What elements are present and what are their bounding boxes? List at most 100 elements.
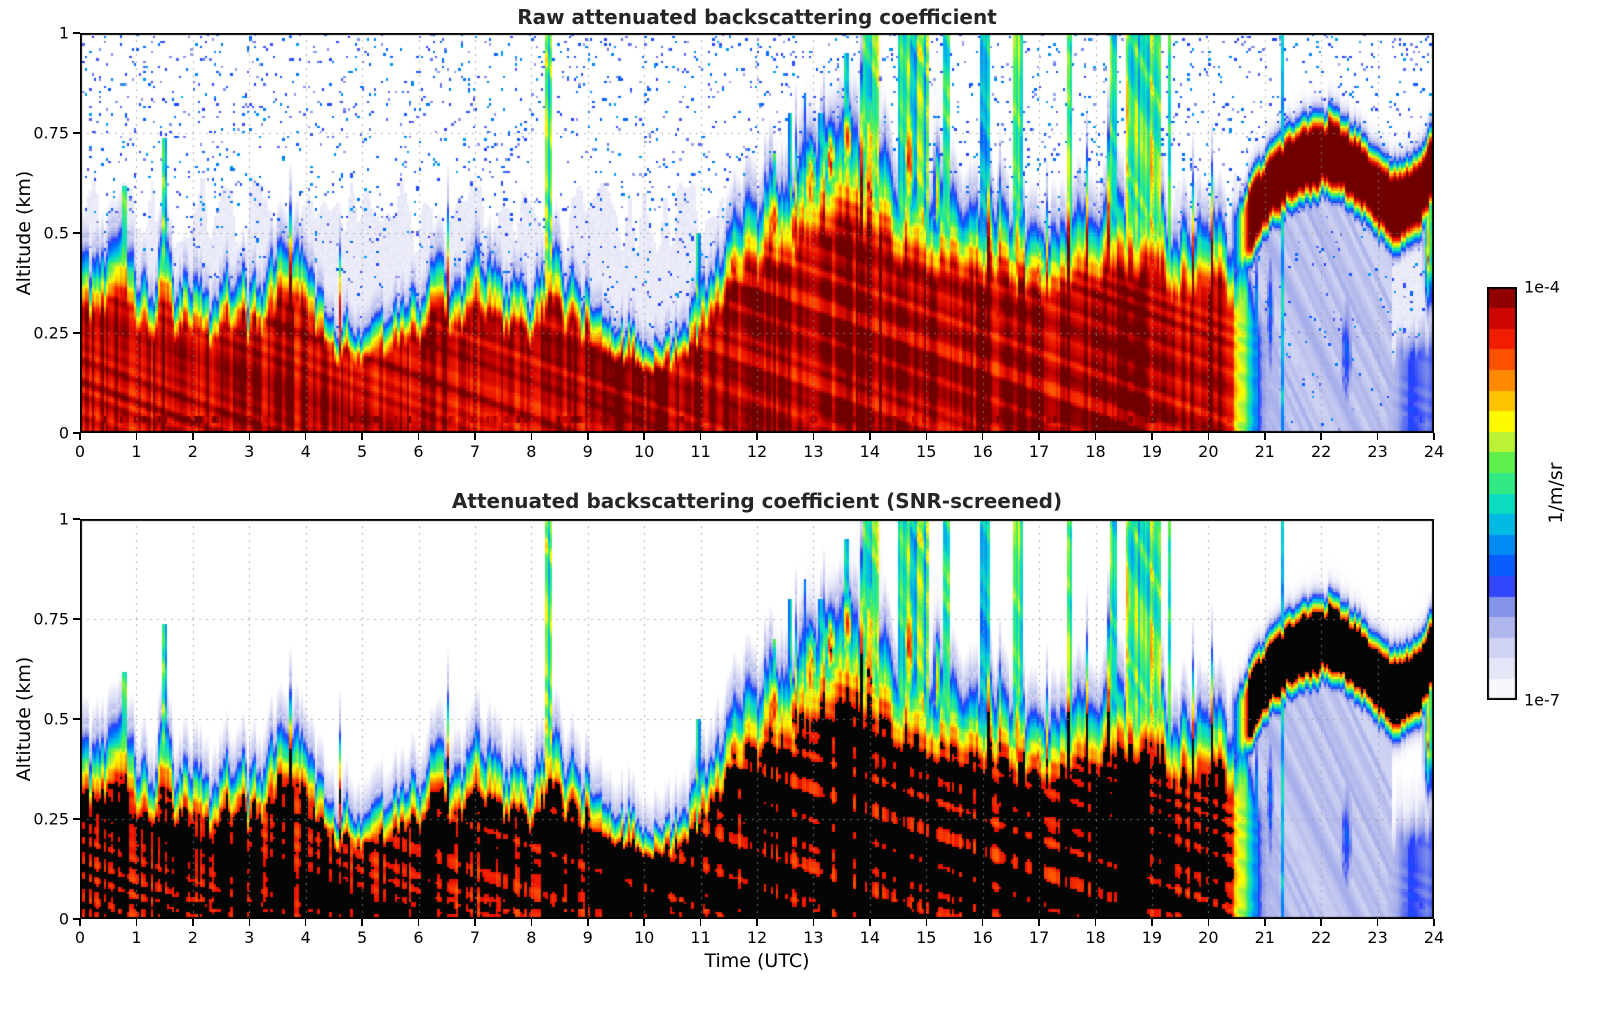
panel2-x-tick-label: 16 (972, 928, 993, 947)
panel2-x-tick-label: 6 (413, 928, 424, 947)
panel1-x-tick-label: 13 (803, 442, 824, 461)
panel1-x-tick-label: 24 (1423, 442, 1445, 461)
panel2-x-tick-label: 22 (1310, 928, 1332, 947)
panel2-x-tick-label: 14 (859, 928, 881, 947)
panel1-y-tick (73, 232, 80, 234)
panel2-y-tick-label: 0.75 (33, 609, 69, 629)
panel1-x-tick-label: 22 (1310, 442, 1332, 461)
panel1-x-tick (869, 433, 871, 440)
panel1-y-tick-label: 0 (58, 423, 69, 443)
panel2-y-tick (73, 918, 80, 920)
panel1-x-tick-label: 8 (526, 442, 537, 461)
panel1-x-tick-label: 16 (972, 442, 993, 461)
panel2-x-tick-label: 1 (131, 928, 142, 947)
panel2-plot-area (80, 519, 1434, 919)
colorbar-max-label: 1e-4 (1524, 277, 1560, 297)
panel2-x-tick (304, 919, 307, 926)
panel2-x-tick (587, 919, 589, 926)
panel1-x-tick (699, 433, 702, 440)
panel2-y-tick (73, 718, 80, 720)
panel2-x-tick-label: 20 (1198, 928, 1219, 947)
colorbar (1487, 287, 1517, 700)
colorbar-canvas (1487, 287, 1517, 700)
panel1-x-tick-label: 0 (74, 442, 86, 461)
panel2-y-axis-label: Altitude (km) (13, 656, 35, 782)
panel1-y-axis-label: Altitude (km) (13, 170, 35, 296)
panel2-x-tick (361, 919, 363, 926)
panel2-x-tick (192, 919, 194, 926)
panel2-x-tick (699, 919, 702, 926)
panel2-x-tick (981, 919, 984, 926)
panel2-x-tick-label: 4 (300, 928, 311, 947)
panel1-x-tick (135, 433, 138, 440)
panel1-y-tick (73, 132, 80, 134)
panel1-y-tick-label: 0.25 (33, 323, 69, 343)
panel2-x-tick (417, 919, 420, 926)
panel2-x-tick-label: 5 (356, 928, 368, 947)
panel2-x-tick (869, 919, 871, 926)
panel2-x-tick (1376, 919, 1379, 926)
panel1-x-tick (756, 433, 758, 440)
panel2-title: Attenuated backscattering coefficient (S… (451, 489, 1063, 513)
panel2-x-tick (79, 919, 81, 926)
panel1-x-tick-label: 4 (300, 442, 311, 461)
panel1-x-tick-label: 9 (582, 442, 593, 461)
panel1-x-tick-label: 23 (1367, 442, 1388, 461)
panel2-x-tick (1320, 919, 1322, 926)
panel2-y-tick (73, 818, 80, 820)
panel2-x-tick-label: 0 (74, 928, 86, 947)
panel2-heatmap-canvas (80, 519, 1434, 919)
panel2-x-tick (474, 919, 476, 926)
panel1-y-tick (73, 432, 80, 434)
panel2-x-tick (756, 919, 758, 926)
panel1-y-tick-label: 1 (58, 23, 69, 43)
panel2-y-tick (73, 618, 80, 620)
panel1-x-tick (417, 433, 420, 440)
panel1-x-tick (1376, 433, 1379, 440)
panel1-heatmap-canvas (80, 33, 1434, 433)
panel2-x-tick-label: 13 (803, 928, 824, 947)
panel1-x-tick (643, 433, 645, 440)
panel2-x-tick-label: 15 (916, 928, 937, 947)
panel2-x-tick (812, 919, 815, 926)
panel1-x-tick (192, 433, 194, 440)
panel1-x-tick-label: 15 (916, 442, 937, 461)
panel1-x-tick (1038, 433, 1040, 440)
panel2-x-tick (643, 919, 645, 926)
panel1-y-tick (73, 32, 80, 34)
panel1-x-tick-label: 7 (469, 442, 480, 461)
panel2-x-tick-label: 10 (633, 928, 655, 947)
panel1-x-tick (79, 433, 81, 440)
panel2-x-tick-label: 7 (469, 928, 480, 947)
panel1-x-tick (1433, 433, 1435, 440)
panel1-x-tick-label: 14 (859, 442, 881, 461)
panel1-x-tick (530, 433, 533, 440)
panel1-x-tick (1207, 433, 1210, 440)
panel2-x-tick-label: 12 (746, 928, 768, 947)
panel2-y-tick-label: 0 (58, 909, 69, 929)
panel2-x-tick-label: 11 (690, 928, 711, 947)
panel1-x-tick (1264, 433, 1266, 440)
panel1-x-tick-label: 1 (131, 442, 142, 461)
panel1-x-tick-label: 18 (1085, 442, 1106, 461)
panel2-x-tick-label: 17 (1028, 928, 1050, 947)
panel2-x-tick (1151, 919, 1153, 926)
panel2-x-tick (1433, 919, 1435, 926)
panel1-x-tick (361, 433, 363, 440)
panel2-y-tick (73, 518, 80, 520)
panel1-title: Raw attenuated backscattering coefficien… (517, 5, 997, 29)
panel2-x-tick-label: 23 (1367, 928, 1388, 947)
panel1-x-tick (1094, 433, 1097, 440)
x-axis-label: Time (UTC) (704, 950, 810, 972)
panel1-y-tick (73, 332, 80, 334)
panel2-x-tick (1038, 919, 1040, 926)
panel1-x-tick-label: 17 (1028, 442, 1050, 461)
panel2-y-tick-label: 0.5 (43, 709, 69, 729)
panel1-x-tick-label: 3 (244, 442, 255, 461)
panel2-x-tick (925, 919, 927, 926)
panel2-y-tick-label: 1 (58, 509, 69, 529)
panel1-x-tick-label: 6 (413, 442, 424, 461)
panel2-x-tick (248, 919, 250, 926)
panel2-x-tick (530, 919, 533, 926)
